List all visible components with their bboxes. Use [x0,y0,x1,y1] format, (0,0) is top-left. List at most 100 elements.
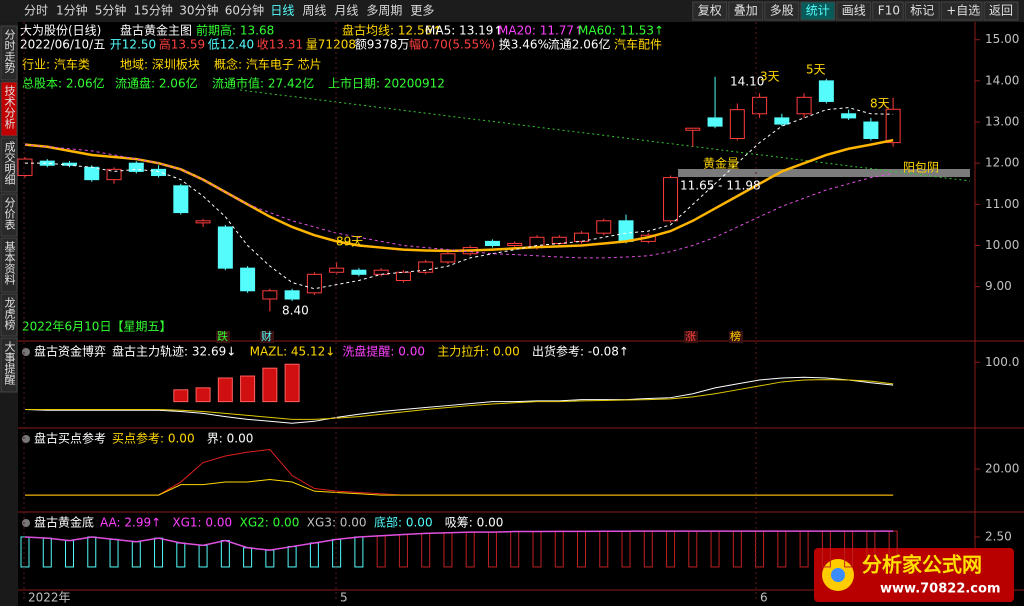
annotation: 11.65 - 11.98 [680,179,761,193]
side-tab[interactable] [0,237,18,293]
period-tab[interactable]: 月线 [334,4,358,18]
quote-text: 开12.50 [110,38,156,52]
info-text: 地域: 深圳板块 [120,58,200,72]
fund-bar [173,389,189,403]
panel-label: 盘古资金博弈 [34,344,106,359]
watermark-url: www.70822.com [880,582,1001,597]
candle-body [774,117,790,125]
y-tick-label: 14.00 [985,73,1019,87]
tool-button-label[interactable]: F10 [878,4,900,18]
fund-bar [240,375,256,403]
y-tick-label: 20.00 [985,462,1019,476]
x-axis-label: 5 [340,591,348,605]
candle-body [151,168,167,177]
candle-body [418,261,434,273]
tool-button-label[interactable]: 复权 [698,4,722,18]
period-tab[interactable]: 多周期 [366,4,402,18]
ma-line [24,144,894,259]
tool-button[interactable] [728,1,764,21]
side-tab-label[interactable]: 成交明细 [3,141,16,185]
tool-button-label[interactable]: 统计 [806,4,830,18]
fund-bar [284,363,300,403]
tool-button-label[interactable]: 叠加 [734,4,758,18]
fund-bar [195,387,211,403]
panel-label: 盘古买点参考 [34,431,106,446]
candle-body [84,166,100,181]
candle-body [818,80,834,102]
panel-label: 买点参考: 0.00 [112,431,195,446]
tool-button-label[interactable]: 画线 [842,4,866,18]
header-text: 盘古黄金主图 [120,23,192,38]
header-text: MA5: 13.19↑ [425,24,503,38]
candle-body [707,117,723,127]
period-tab[interactable]: 日线 [270,4,294,18]
tool-button[interactable] [692,1,728,21]
candle-body [17,158,33,177]
period-tab[interactable]: 更多 [410,4,434,18]
side-tab-label[interactable]: 技术分析 [3,85,16,130]
side-tab-label[interactable]: 分时走势 [3,29,16,73]
tool-button[interactable] [904,1,940,21]
event-marker[interactable]: 财 [261,329,272,343]
side-tab[interactable] [0,293,18,337]
side-tab[interactable] [0,25,18,81]
tool-button[interactable] [836,1,872,21]
info-text: 行业: 汽车类 [22,57,90,72]
quote-text: 幅0.70(5.55%) [409,37,495,52]
panel-label: 主力拉升: 0.00 [437,344,520,359]
candle-body [195,220,211,224]
info-text: 总股本: 2.06亿 [22,76,105,91]
candle-body [39,160,55,166]
candle-body [618,220,634,242]
tool-button-label[interactable]: 标记 [910,4,934,18]
period-tab[interactable]: 30分钟 [179,3,218,18]
candle-body [173,185,189,214]
event-marker[interactable]: 榜 [730,329,741,343]
tool-button[interactable] [872,1,904,21]
side-tab-label[interactable]: 龙虎榜 [3,297,16,331]
event-marker[interactable]: 涨 [685,330,696,343]
period-tab[interactable]: 60分钟 [225,3,264,18]
side-tab[interactable] [0,81,18,137]
header-text: MA60: 11.53↑ [578,24,664,38]
header-text: 盘古均线: 12.56↑ [342,23,442,38]
panel-label: AA: 2.99↑ [100,516,161,530]
watermark-box [814,548,1014,602]
tool-button[interactable] [764,1,800,21]
period-tab[interactable]: 分时 [24,4,48,18]
period-tab[interactable]: 1分钟 [56,3,88,18]
period-tab[interactable]: 15分钟 [134,3,173,18]
quote-text: 汽车配件 [614,37,662,52]
x-axis-label: 6 [760,591,768,605]
candle-body [863,121,879,139]
event-marker-bg [729,331,743,343]
info-text: 上市日期: 20200912 [328,76,445,91]
candle-body [262,290,278,300]
period-tab[interactable]: 5分钟 [95,3,127,18]
side-tab[interactable] [0,137,18,193]
header-text: 前期高: 13.68 [196,23,274,38]
tool-button[interactable] [983,1,1019,21]
annotation: 3天 [760,70,780,84]
side-tab-label[interactable]: 大事提醒 [3,340,16,385]
period-tab[interactable]: 周线 [302,4,326,18]
tool-button-label[interactable]: +自选 [946,4,980,18]
panel-label: 洗盘提醒: 0.00 [342,344,425,359]
panel-label: XG1: 0.00 [172,516,232,530]
y-tick-label: 100.0 [985,355,1019,369]
panel-label: 盘古主力轨迹: 32.69↓ [112,344,236,359]
candle-body [395,271,411,281]
panel-label: 底部: 0.00 [374,515,433,530]
panel-icon [22,519,30,527]
side-tab-label[interactable]: 分价表 [3,197,16,231]
tool-button-label[interactable]: 多股 [770,4,794,18]
tool-button[interactable] [800,1,836,21]
event-marker[interactable]: 跌 [217,329,228,343]
tool-button-label[interactable]: 返回 [989,4,1013,18]
side-tab[interactable] [0,337,18,393]
side-tab-label[interactable]: 基本资料 [3,241,16,286]
tool-button[interactable] [940,1,983,21]
side-tab[interactable] [0,193,18,237]
